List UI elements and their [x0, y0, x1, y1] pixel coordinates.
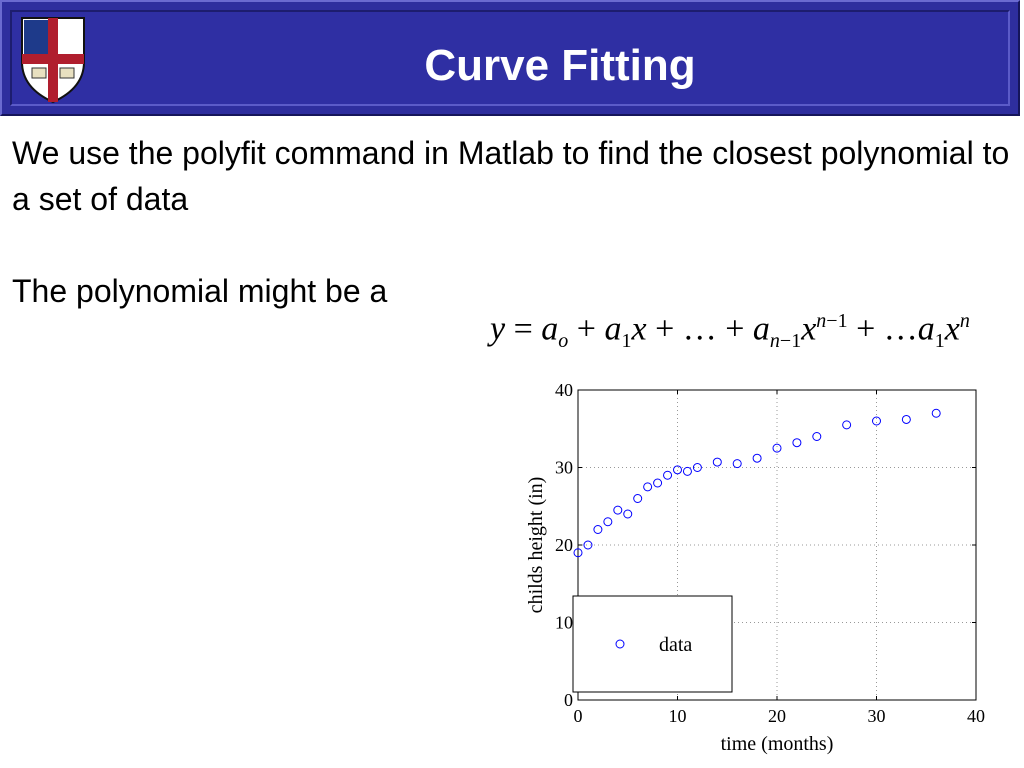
data-point [653, 478, 663, 488]
y-tick-label: 0 [564, 690, 573, 710]
y-tick-label: 20 [555, 535, 573, 555]
slide-header: Curve Fitting [0, 0, 1024, 120]
title-banner [0, 0, 1020, 116]
data-point [623, 509, 633, 519]
data-point [673, 465, 682, 475]
x-axis-label: time (months) [721, 733, 834, 755]
data-point [712, 457, 722, 467]
legend-box [572, 595, 733, 693]
data-point [643, 482, 653, 492]
data-point [772, 443, 782, 453]
x-tick-label: 10 [669, 706, 687, 726]
data-point [792, 438, 802, 448]
y-axis-label: childs height (in) [525, 477, 547, 614]
slide-body: We use the polyfit command in Matlab to … [12, 130, 1017, 314]
data-point [603, 517, 613, 527]
legend-marker [615, 639, 625, 649]
data-point [593, 525, 603, 534]
polynomial-equation: y = ao + a1x + … + an−1xn−1 + …a1xn [490, 310, 970, 353]
data-point [752, 453, 762, 463]
y-tick-label: 30 [555, 458, 573, 478]
x-tick-label: 0 [574, 706, 583, 726]
x-tick-label: 30 [868, 706, 886, 726]
paragraph-polynomial: The polynomial might be a [12, 273, 388, 309]
x-tick-label: 20 [768, 706, 786, 726]
legend-entry-data: data [659, 634, 692, 656]
y-tick-label: 40 [555, 380, 573, 400]
slide-title: Curve Fitting [424, 41, 696, 90]
scatter-chart: 0 10 20 30 40 0 10 20 30 40 time (months) childs he… [525, 380, 985, 755]
data-point [633, 494, 643, 503]
data-point [812, 432, 822, 441]
data-point [663, 470, 673, 480]
y-tick-label: 10 [555, 613, 573, 633]
data-point [573, 548, 583, 558]
university-crest-icon [21, 17, 85, 104]
data-point [613, 505, 623, 515]
paragraph-polyfit: We use the polyfit command in Matlab to … [12, 135, 1010, 217]
data-point [872, 416, 881, 426]
data-point [692, 463, 702, 472]
data-point [931, 408, 941, 418]
data-point [842, 420, 852, 430]
data-point [732, 459, 742, 469]
data-point [682, 466, 692, 476]
data-point [901, 414, 911, 424]
title-banner-inner [10, 10, 1010, 106]
x-tick-label: 40 [967, 706, 985, 726]
data-point [583, 540, 593, 550]
